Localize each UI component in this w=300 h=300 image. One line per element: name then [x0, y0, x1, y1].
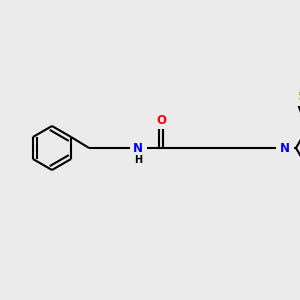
Text: O: O — [299, 193, 300, 206]
Text: N: N — [280, 142, 290, 154]
Text: N: N — [133, 142, 143, 154]
Text: H: H — [134, 155, 142, 165]
Text: O: O — [156, 113, 166, 127]
Text: S: S — [297, 90, 300, 104]
